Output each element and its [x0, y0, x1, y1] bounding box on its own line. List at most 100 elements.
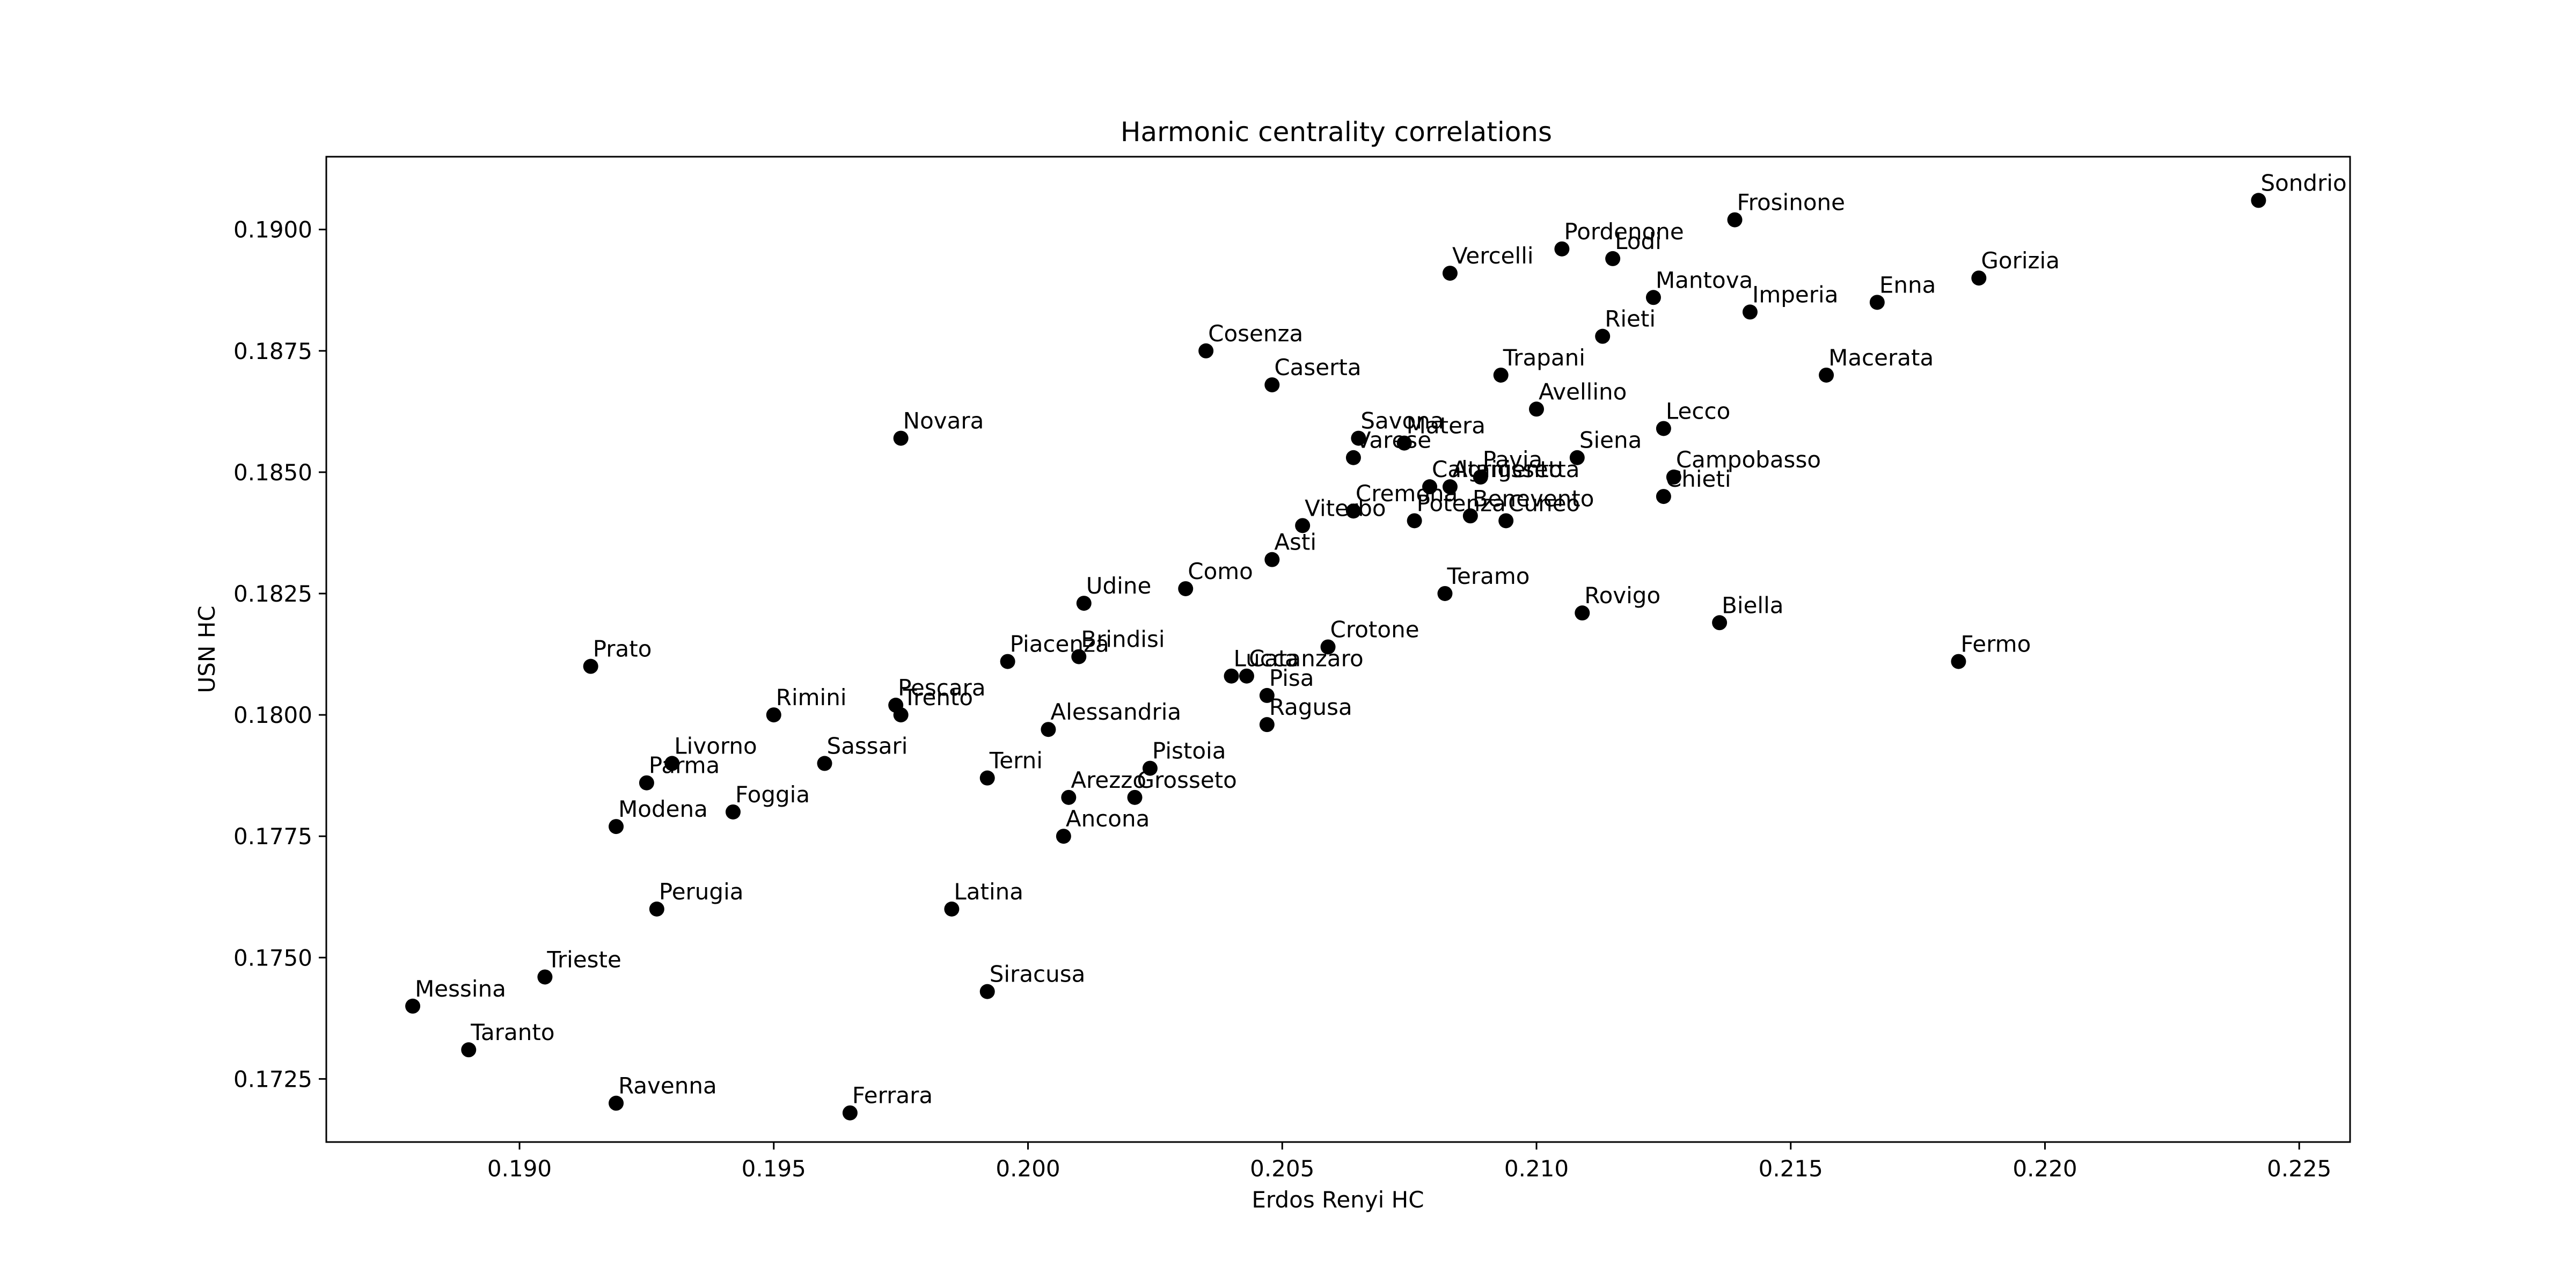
data-point-label: Taranto	[470, 1019, 554, 1045]
data-point	[1320, 639, 1336, 655]
y-tick-label: 0.1850	[233, 459, 312, 486]
data-point-label: Lodi	[1615, 228, 1662, 254]
data-point	[583, 658, 598, 674]
data-point	[1396, 435, 1412, 451]
data-point	[1442, 266, 1458, 281]
data-point-label: Varese	[1356, 427, 1431, 453]
data-point-label: Sassari	[827, 733, 908, 759]
data-point-label: Chieti	[1666, 466, 1731, 492]
data-point-label: Novara	[903, 408, 984, 434]
data-point-label: Trieste	[546, 946, 621, 972]
data-point	[1127, 789, 1143, 805]
data-point-label: Cremona	[1356, 480, 1458, 507]
data-point	[893, 707, 909, 723]
y-axis-ticks: 0.1725 0.1750 0.1775 0.1800 0.1825 0.1850 0.18…	[233, 217, 326, 1092]
data-point-label: Siracusa	[990, 961, 1086, 987]
data-point-label: Trento	[903, 684, 973, 711]
data-point-label: Mantova	[1656, 267, 1753, 293]
data-point	[1951, 654, 1966, 669]
data-point-label: Gorizia	[1981, 247, 2060, 274]
y-tick-label: 0.1825	[233, 581, 312, 607]
data-point	[1569, 450, 1585, 465]
y-axis-label: USN HC	[194, 605, 220, 693]
data-point	[1142, 760, 1158, 776]
data-point-label: Ragusa	[1269, 694, 1352, 720]
data-point	[1264, 552, 1280, 567]
chart-title: Harmonic centrality correlations	[1121, 116, 1552, 148]
data-point-label: Prato	[593, 636, 652, 662]
data-point-label: Messina	[415, 976, 506, 1002]
data-point-label: Sondrio	[2260, 170, 2346, 196]
x-tick-label: 0.190	[487, 1155, 552, 1182]
data-point	[609, 1095, 624, 1111]
data-point-label: Avellino	[1539, 378, 1627, 405]
data-point	[1498, 513, 1514, 529]
x-tick-label: 0.205	[1250, 1155, 1314, 1182]
data-point-label: Frosinone	[1737, 189, 1845, 216]
data-point	[1656, 489, 1671, 504]
data-point	[1473, 469, 1488, 485]
data-point-label: Perugia	[659, 879, 744, 905]
data-point-label: Foggia	[735, 781, 810, 808]
data-point	[1869, 295, 1885, 310]
data-point-label: Benevento	[1473, 485, 1594, 511]
data-point-label: Rimini	[776, 684, 847, 711]
data-point	[979, 770, 995, 786]
data-point-label: Parma	[649, 752, 720, 779]
y-tick-label: 0.1725	[233, 1066, 312, 1092]
data-point-label: Brindisi	[1081, 626, 1165, 653]
data-point	[1259, 687, 1275, 703]
data-point-label: Pavia	[1483, 447, 1542, 473]
data-point-label: Cosenza	[1208, 320, 1303, 347]
plot-area-frame	[325, 156, 2351, 1143]
data-point	[1462, 508, 1478, 524]
data-point	[1407, 513, 1422, 529]
data-point	[1712, 615, 1728, 631]
data-point-label: Enna	[1879, 272, 1936, 298]
data-point-label: Livorno	[674, 733, 757, 759]
data-point-label: Lecco	[1666, 398, 1730, 424]
data-point	[1345, 450, 1361, 465]
data-point	[2251, 193, 2266, 208]
data-point	[1819, 367, 1834, 383]
data-point-label: Pistoia	[1152, 738, 1226, 764]
x-tick-label: 0.220	[2012, 1155, 2077, 1182]
y-tick-label: 0.1900	[233, 217, 312, 243]
data-point	[1224, 668, 1239, 684]
data-point	[1345, 503, 1361, 519]
data-point-label: Rovigo	[1584, 582, 1660, 609]
data-point-label: Alessandria	[1050, 699, 1181, 725]
data-point-label: Lucca	[1234, 646, 1299, 672]
data-point-label: Modena	[618, 796, 708, 822]
data-point-label: Biella	[1722, 592, 1783, 618]
data-point	[1351, 430, 1366, 446]
y-tick-label: 0.1775	[233, 823, 312, 850]
data-point-label: Catanzaro	[1249, 646, 1364, 672]
x-tick-label: 0.195	[742, 1155, 806, 1182]
data-point-label: Latina	[954, 879, 1023, 905]
data-point-label: Udine	[1086, 573, 1152, 599]
data-point	[1264, 377, 1280, 393]
data-point-label: Piacenza	[1010, 631, 1109, 657]
data-point-label: Vercelli	[1452, 243, 1534, 269]
data-point-label: Teramo	[1446, 563, 1529, 589]
data-point	[1575, 605, 1590, 621]
data-point-label: Crotone	[1330, 616, 1419, 642]
x-axis-label: Erdos Renyi HC	[1252, 1187, 1424, 1213]
data-point-label: Campobasso	[1676, 447, 1821, 473]
data-point	[725, 804, 741, 819]
x-tick-label: 0.215	[1759, 1155, 1823, 1182]
data-point-label: Ravenna	[618, 1073, 717, 1099]
data-point-label: Cuneo	[1508, 490, 1580, 516]
data-point	[649, 901, 664, 917]
data-point	[893, 430, 909, 446]
data-point	[944, 901, 960, 917]
data-point	[1178, 581, 1194, 596]
data-point	[537, 969, 553, 985]
data-point	[766, 707, 781, 723]
data-point-label: Imperia	[1752, 281, 1838, 308]
data-point-label: Terni	[989, 748, 1043, 774]
data-point	[1239, 668, 1254, 684]
